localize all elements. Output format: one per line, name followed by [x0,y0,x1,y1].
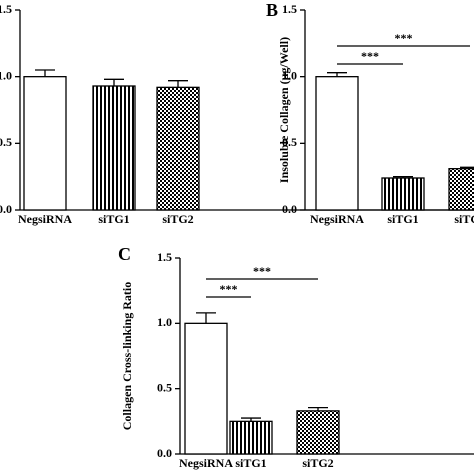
x-tick-label: siTG1 [387,212,418,226]
bar [315,76,359,211]
error-bar [241,417,261,422]
x-tick-label: siTG2 [162,212,193,226]
y-tick-label: 0.5 [282,135,297,149]
bar [381,177,425,211]
y-tick-label: 0.0 [282,202,297,216]
significance-label: *** [220,282,238,296]
bar [229,420,273,455]
bar [23,76,67,211]
error-bar [393,176,413,178]
x-tick-label: siTG1 [235,456,266,470]
y-axis-label: Insoluble Collagen (μg/Well) [277,37,291,183]
x-tick-label: siTG2 [454,212,474,226]
x-tick-label: NegsiRNA [179,456,233,470]
error-bar [460,166,474,169]
y-tick-label: 1.5 [282,2,297,16]
error-bar [196,312,216,324]
bar [448,168,474,211]
y-tick-label: 1.5 [157,250,172,264]
bar [184,322,228,455]
x-tick-label: siTG1 [98,212,129,226]
x-tick-label: NegsiRNA [18,212,72,226]
x-tick-label: NegsiRNA [310,212,364,226]
bar [296,410,340,455]
error-bar [327,72,347,77]
panel-label: C [118,244,131,264]
error-bar [168,80,188,88]
y-tick-label: 0.5 [0,135,12,149]
y-axis-label: Collagen Cross-linking Ratio [120,282,134,430]
significance-label: *** [361,49,379,63]
y-tick-label: 1.0 [282,68,297,82]
y-tick-label: 1.0 [0,68,12,82]
y-tick-label: 0.0 [0,202,12,216]
y-tick-label: 0.5 [157,380,172,394]
y-tick-label: 1.0 [157,315,172,329]
x-tick-label: siTG2 [302,456,333,470]
bar [92,85,136,211]
error-bar [308,406,328,411]
error-bar [104,78,124,86]
y-tick-label: 0.0 [157,446,172,460]
panel-label: B [266,0,278,20]
bar [156,86,200,211]
error-bar [35,69,55,77]
y-tick-label: 1.5 [0,2,12,16]
significance-label: *** [253,264,271,278]
significance-label: *** [395,31,413,45]
